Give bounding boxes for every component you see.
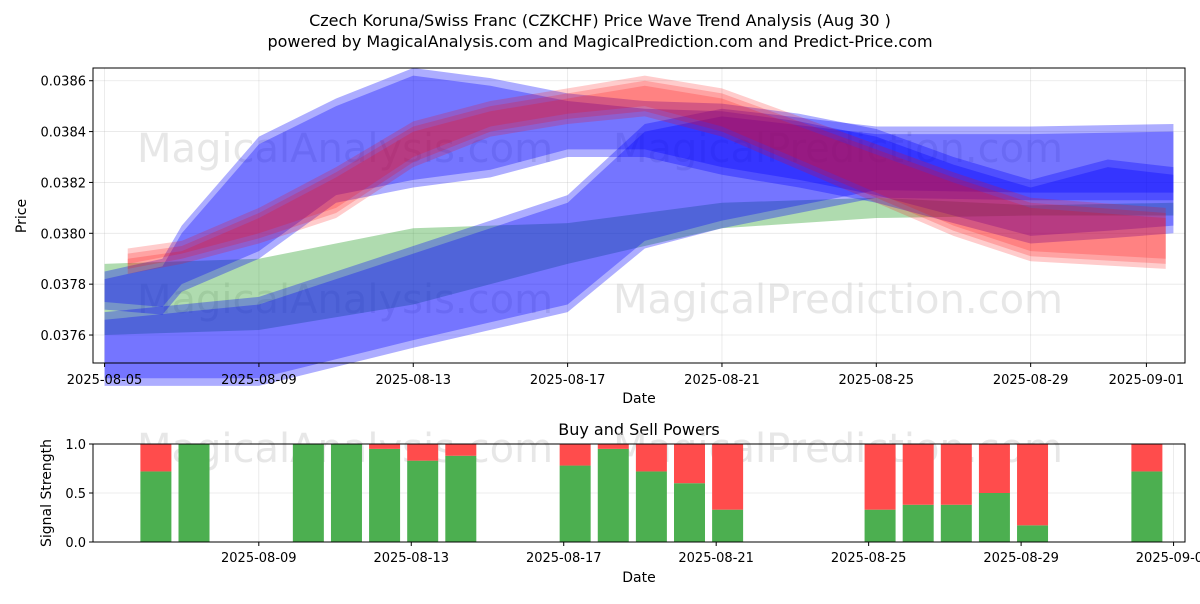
price-y-tick-label: 0.0376 [41,329,87,344]
price-x-ticks: 2025-08-05 2025-08-09 2025-08-13 2025-08-17… [67,363,1184,388]
sell-bar [597,444,629,449]
price-x-tick-label: 2025-08-05 [67,373,143,388]
buy-bar [178,444,210,542]
power-bars [140,444,1163,542]
price-band-red [127,75,1166,264]
sell-bar [712,444,744,510]
power-y-axis-label: Signal Strength [39,439,55,547]
power-x-ticks: 2025-08-09 2025-08-13 2025-08-17 2025-08-21… [221,542,1200,566]
buy-bar [369,448,401,542]
buy-bar [940,504,972,542]
price-band-red [127,80,1166,269]
sell-bar [407,444,439,461]
price-x-tick-label: 2025-08-13 [375,373,451,388]
buy-bar [330,444,362,542]
price-x-tick-label: 2025-08-21 [684,373,760,388]
price-x-tick-label: 2025-08-25 [839,373,915,388]
power-y-tick-label: 1.0 [65,438,86,453]
power-x-tick-label: 2025-08-13 [373,551,449,566]
sell-bar [940,444,972,505]
price-grid [93,68,1185,363]
buy-bar [292,444,324,542]
price-x-tick-label: 2025-08-29 [993,373,1069,388]
sell-bar [140,444,172,472]
sell-bar [864,444,896,510]
chart-title-line1: Czech Koruna/Swiss Franc (CZKCHF) Price … [309,11,891,30]
buy-bar [635,471,667,542]
price-band-red [127,85,1166,274]
sell-bar [369,444,401,449]
power-x-tick-label: 2025-08-25 [831,551,907,566]
sell-bar [1131,444,1163,472]
watermark-top-right: MagicalPrediction.com [613,126,1063,172]
power-x-axis-label: Date [622,570,655,586]
power-x-tick-label: 2025-08-21 [678,551,754,566]
power-y-tick-label: 0.0 [65,536,86,551]
buy-bar [978,493,1010,542]
power-x-tick-label: 2025-08-29 [983,551,1059,566]
buy-bar [902,504,934,542]
power-panel-title: Buy and Sell Powers [558,420,720,439]
power-x-tick-label: 2025-09-01 [1136,551,1200,566]
sell-bar [978,444,1010,493]
price-y-tick-label: 0.0386 [41,75,87,90]
sell-bar [674,444,706,484]
buy-bar [1131,471,1163,542]
price-y-tick-label: 0.0382 [41,176,87,191]
power-x-tick-label: 2025-08-17 [526,551,602,566]
buy-bar [1017,525,1049,542]
price-band-blue [104,68,1174,308]
buy-bar [597,448,629,542]
power-panel: Buy and Sell Powers MagicalAnalysis.com … [39,420,1200,586]
sell-bar [902,444,934,505]
price-panel: MagicalAnalysis.com MagicalPrediction.co… [14,67,1186,407]
price-x-tick-label: 2025-08-17 [530,373,606,388]
price-x-axis-label: Date [622,391,655,407]
power-y-ticks: 0.0 0.5 1.0 [65,438,93,551]
price-y-ticks: 0.0376 0.0378 0.0380 0.0382 0.0384 0.0386 [41,75,93,344]
price-x-tick-label: 2025-09-01 [1109,373,1185,388]
watermark-mid-right: MagicalPrediction.com [613,277,1063,323]
price-band-blue [104,75,1174,315]
buy-bar [140,471,172,542]
sell-bar [559,444,591,466]
sell-bar [1017,444,1049,526]
buy-bar [674,483,706,542]
price-y-tick-label: 0.0378 [41,278,87,293]
price-y-tick-label: 0.0384 [41,126,87,141]
buy-bar [864,509,896,542]
watermark-mid-left: MagicalAnalysis.com [137,277,553,323]
watermark-top-left: MagicalAnalysis.com [137,126,553,172]
buy-bar [445,455,477,542]
price-band-blue [104,116,1174,386]
power-y-tick-label: 0.5 [65,487,86,502]
sell-bar [445,444,477,456]
price-band-green [104,197,1174,336]
power-x-tick-label: 2025-08-09 [221,551,297,566]
buy-bar [712,509,744,542]
price-x-tick-label: 2025-08-09 [221,373,297,388]
price-bands [104,68,1174,386]
buy-bar [559,465,591,542]
price-y-tick-label: 0.0380 [41,227,87,242]
price-y-axis-label: Price [14,199,30,233]
chart-title-line2: powered by MagicalAnalysis.com and Magic… [267,32,932,51]
price-band-blue [104,108,1174,379]
buy-bar [407,460,439,542]
price-plot-frame [92,67,1186,364]
sell-bar [635,444,667,472]
